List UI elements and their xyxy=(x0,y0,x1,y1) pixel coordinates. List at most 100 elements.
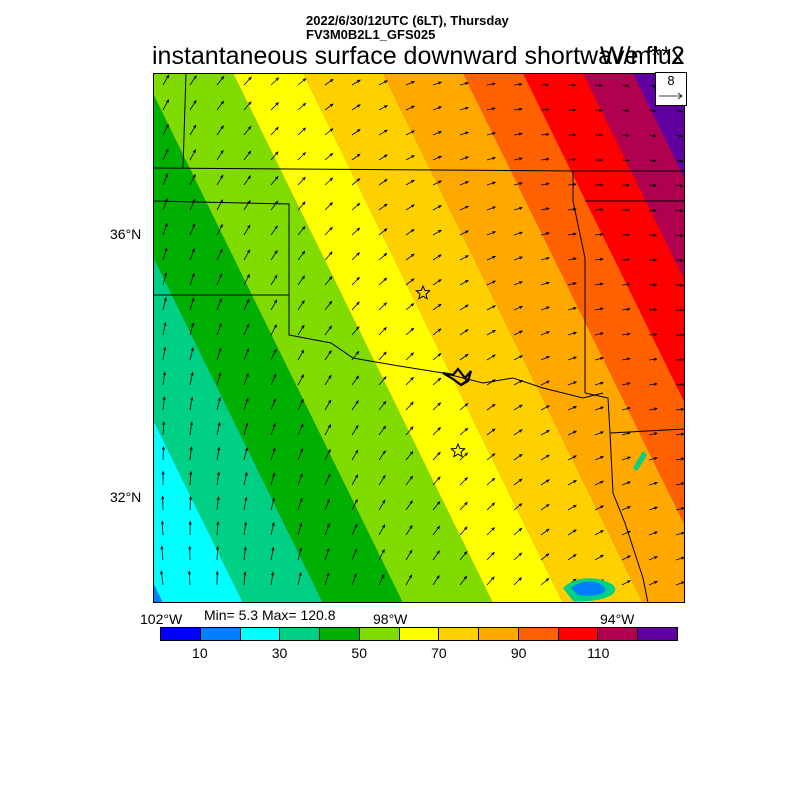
wind-vector xyxy=(243,572,246,586)
wind-vector xyxy=(405,204,415,211)
wind-vector-head xyxy=(436,525,441,530)
wind-vector-head xyxy=(381,573,385,578)
wind-vector-head xyxy=(193,124,197,129)
wind-vector xyxy=(351,450,359,461)
wind-vector xyxy=(459,82,469,86)
wind-vector-head xyxy=(409,475,414,480)
wind-vector-head xyxy=(356,104,361,108)
wind-vector xyxy=(459,230,469,236)
colorbar-swatch xyxy=(280,627,321,641)
header-model: FV3M0B2L1_GFS025 xyxy=(306,27,436,42)
wind-vector xyxy=(243,299,250,311)
wind-vector-head xyxy=(246,249,251,254)
wind-vector-head xyxy=(654,506,659,510)
wind-vector xyxy=(324,449,331,461)
wind-vector-head xyxy=(518,577,523,581)
wind-vector xyxy=(459,329,469,336)
wind-vector-head xyxy=(492,354,496,358)
wind-vector xyxy=(486,280,496,286)
wind-vector-head xyxy=(327,473,331,478)
wind-vector-head xyxy=(680,358,685,362)
wind-vector xyxy=(189,125,197,136)
wind-vector xyxy=(648,209,657,211)
wind-vector-head xyxy=(164,222,168,227)
wind-vector-head xyxy=(383,326,387,331)
wind-vector xyxy=(297,473,303,486)
wind-vector xyxy=(351,375,359,386)
wind-vector-head xyxy=(679,184,684,188)
wind-vector-head xyxy=(545,503,550,508)
wind-vector-head xyxy=(219,248,223,253)
wind-vector-head xyxy=(464,427,469,432)
wind-vector-head xyxy=(465,230,470,234)
wind-vector-head xyxy=(598,83,603,87)
wind-vector xyxy=(648,109,656,112)
wind-vector xyxy=(378,154,388,161)
wind-vector xyxy=(540,158,549,161)
wind-vector xyxy=(297,498,303,511)
wind-vector xyxy=(270,201,278,211)
wind-vector xyxy=(243,200,251,211)
wind-vector-head xyxy=(492,181,497,185)
wind-vector-head xyxy=(437,303,442,308)
wind-vector xyxy=(351,524,358,536)
wind-vector xyxy=(621,84,629,87)
wind-vector xyxy=(513,528,522,536)
wind-vector xyxy=(297,374,304,386)
wind-vector-head xyxy=(326,572,330,577)
wind-vector-head xyxy=(545,553,550,557)
wind-vector-head xyxy=(245,397,249,402)
wind-vector-head xyxy=(492,156,497,160)
wind-vector-head xyxy=(627,506,632,510)
wind-vector-head xyxy=(573,455,578,459)
wind-vector-head xyxy=(191,247,195,252)
wind-vector xyxy=(486,453,495,461)
wind-vector-head xyxy=(625,133,630,137)
wind-vector xyxy=(459,280,469,286)
wind-vector xyxy=(351,326,360,336)
wind-vector xyxy=(648,184,656,187)
wind-vector xyxy=(432,81,442,86)
colorbar-swatch xyxy=(439,627,480,641)
wind-vector-head xyxy=(626,158,631,162)
wind-vector-head xyxy=(654,531,659,535)
wind-vector-head xyxy=(272,472,276,477)
wind-vector-head xyxy=(356,178,361,182)
wind-vector-head xyxy=(438,81,443,85)
wind-vector xyxy=(324,276,333,286)
wind-vector-head xyxy=(653,308,658,312)
wind-vector-head xyxy=(327,424,331,428)
wind-vector-head xyxy=(491,551,495,556)
wind-vector xyxy=(378,105,388,111)
wind-vector xyxy=(189,273,195,286)
wind-vector-head xyxy=(192,173,196,178)
wind-vector xyxy=(594,456,604,461)
colorbar-swatch xyxy=(518,627,559,641)
wind-vector-head xyxy=(274,249,278,254)
wind-vector-head xyxy=(274,175,279,180)
wind-vector-head xyxy=(328,325,333,330)
wind-vector-head xyxy=(219,223,223,228)
wind-vector-head xyxy=(220,125,224,129)
wind-vector xyxy=(513,133,522,136)
colorbar-label: 90 xyxy=(510,645,527,661)
wind-vector xyxy=(567,233,576,236)
wind-vector xyxy=(594,84,602,87)
wind-vector-head xyxy=(491,82,496,86)
wind-vector-head xyxy=(491,403,496,408)
wind-vector-head xyxy=(465,304,469,308)
wind-vector-head xyxy=(626,233,631,237)
wind-vector-head xyxy=(302,201,306,206)
wind-vector-head xyxy=(275,77,280,81)
wind-vector xyxy=(161,521,164,536)
wind-vector-head xyxy=(161,495,165,500)
wind-vector xyxy=(648,531,658,536)
wind-vector-head xyxy=(246,348,249,353)
wind-vector-head xyxy=(165,99,169,103)
wind-vector-head xyxy=(411,179,415,183)
wind-vector xyxy=(486,256,496,261)
wind-vector-head xyxy=(600,554,604,558)
wind-vector-head xyxy=(384,80,389,84)
wind-vector-head xyxy=(519,231,524,235)
wind-vector xyxy=(432,279,442,286)
